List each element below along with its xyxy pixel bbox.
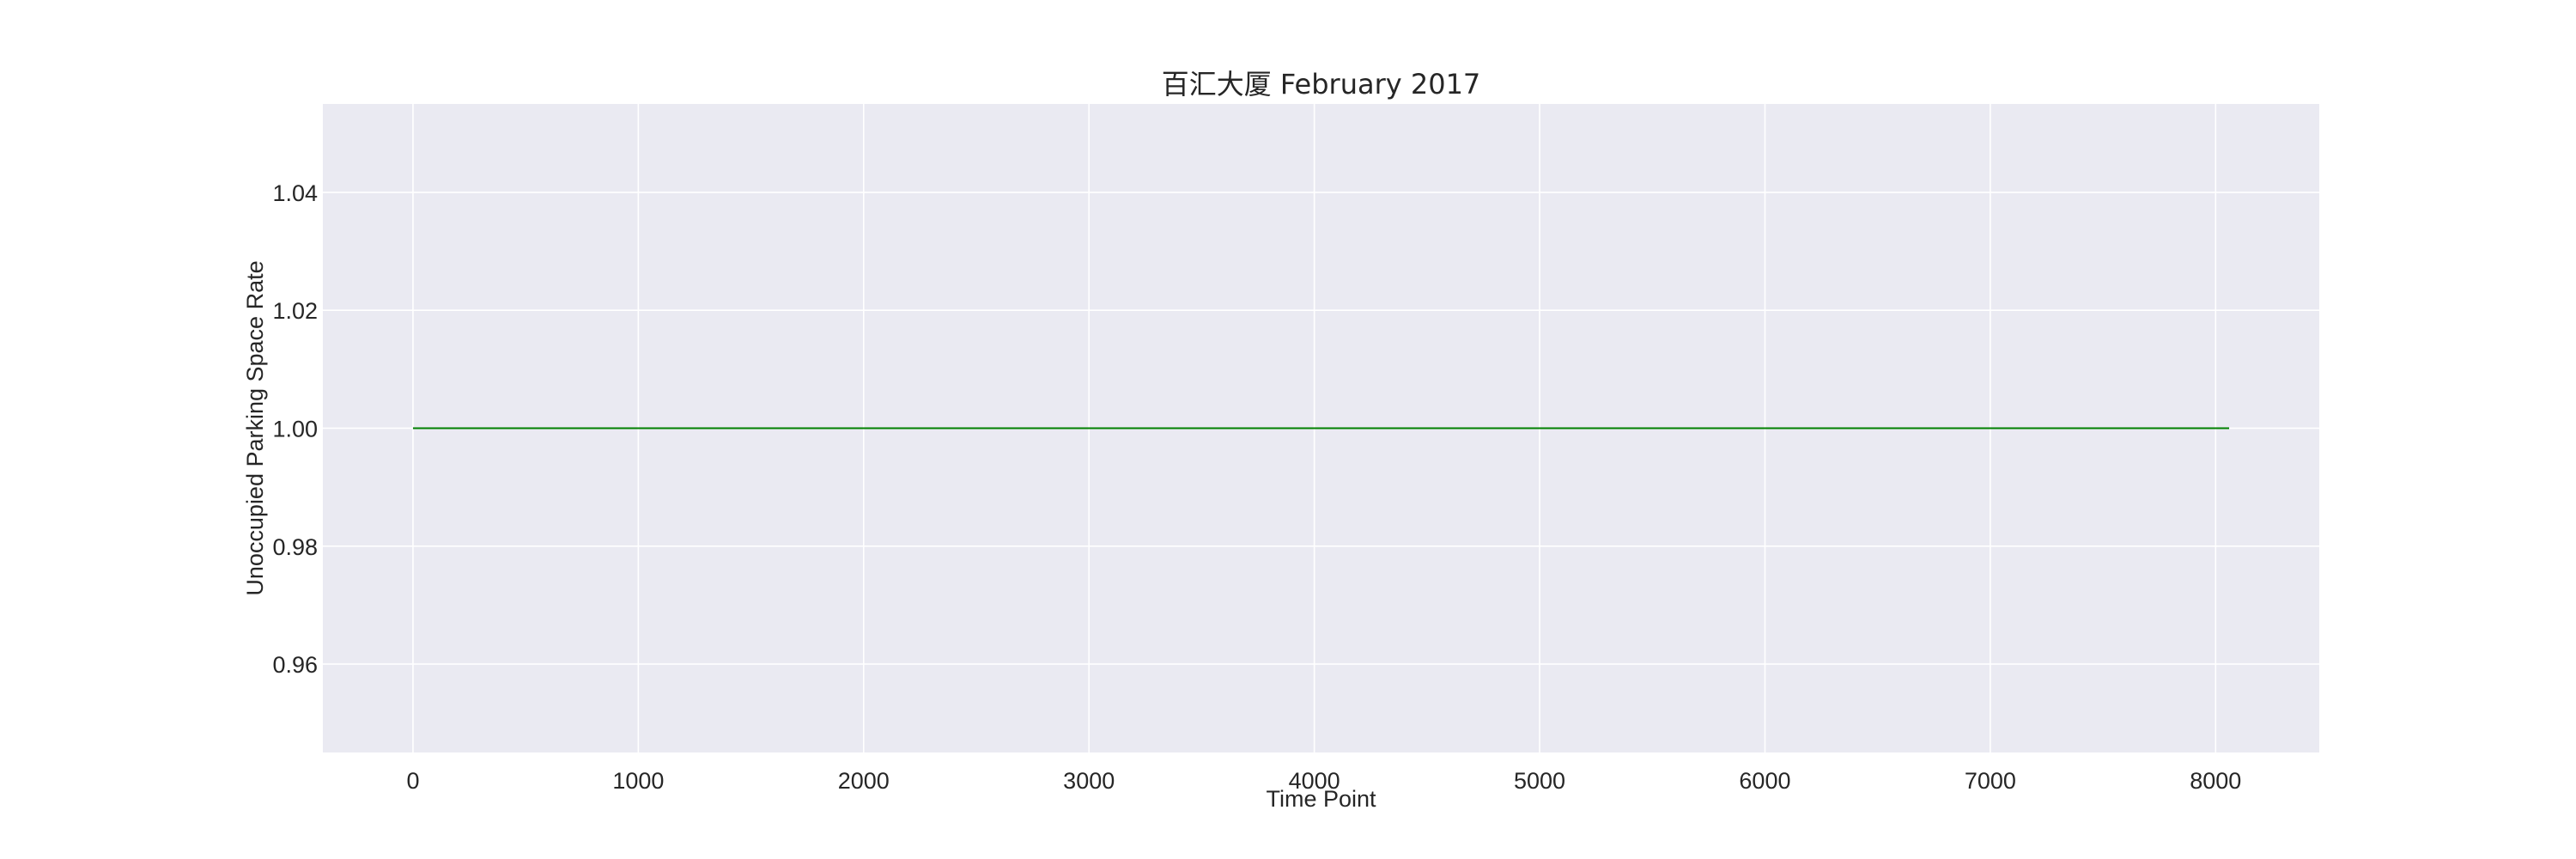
x-tick-label: 1000	[612, 768, 664, 794]
y-tick-label: 0.98	[272, 534, 318, 560]
chart-title: 百汇大厦 February 2017	[1162, 68, 1481, 101]
y-tick-label: 1.02	[272, 298, 318, 324]
x-tick-label: 6000	[1739, 768, 1790, 794]
y-tick-label: 0.96	[272, 652, 318, 678]
x-tick-label: 4000	[1289, 768, 1340, 794]
x-tick-labels: 0 1000 2000 3000 4000 5000 6000 7000 8000	[406, 768, 2241, 794]
x-tick-label: 8000	[2190, 768, 2241, 794]
y-tick-labels: 0.96 0.98 1.00 1.02 1.04	[272, 180, 318, 678]
x-tick-label: 5000	[1514, 768, 1565, 794]
y-tick-label: 1.00	[272, 417, 318, 442]
y-tick-label: 1.04	[272, 180, 318, 206]
x-tick-label: 2000	[838, 768, 890, 794]
x-tick-label: 3000	[1063, 768, 1115, 794]
x-tick-label: 0	[406, 768, 419, 794]
y-axis-label: Unoccupied Parking Space Rate	[242, 260, 268, 595]
x-tick-label: 7000	[1965, 768, 2016, 794]
x-axis-label: Time Point	[1266, 786, 1376, 812]
